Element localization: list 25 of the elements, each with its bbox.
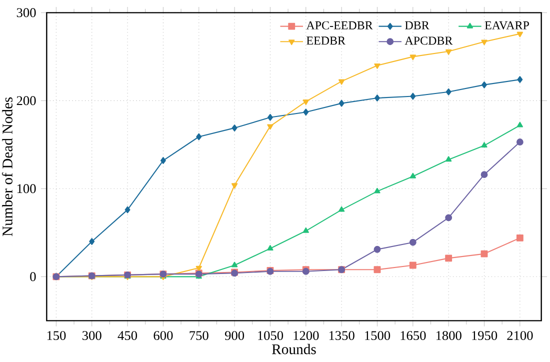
legend-label: DBR — [405, 21, 430, 30]
x-tick-label: 1500 — [365, 331, 390, 340]
x-tick-label: 1650 — [400, 331, 426, 340]
legend-label: EAVARP — [484, 21, 529, 30]
x-tick-label: 900 — [224, 331, 244, 340]
legend-label: EEDBR — [306, 36, 346, 45]
y-tick-label: 200 — [16, 96, 36, 106]
x-tick-label: 450 — [118, 331, 138, 340]
y-tick-label: 100 — [17, 184, 36, 194]
x-tick-label: 1350 — [329, 331, 354, 340]
x-tick-label: 1200 — [294, 331, 319, 340]
y-tick-label: 0 — [30, 272, 36, 282]
legend-label: APCDBR — [404, 36, 453, 45]
y-tick-label: 300 — [16, 8, 36, 18]
x-tick-label: 1950 — [472, 331, 498, 340]
x-tick-label: 150 — [47, 331, 66, 340]
x-tick-label: 750 — [190, 331, 208, 340]
x-tick-label: 600 — [154, 331, 173, 340]
y-axis-title: Number of Dead Nodes — [2, 97, 12, 236]
x-axis-title: Rounds — [272, 344, 316, 354]
x-tick-label: 1800 — [436, 331, 462, 340]
legend-label: APC-EEDBR — [306, 21, 373, 30]
x-tick-label: 2100 — [507, 331, 533, 340]
x-tick-label: 300 — [82, 331, 102, 340]
x-tick-label: 1050 — [258, 331, 284, 340]
